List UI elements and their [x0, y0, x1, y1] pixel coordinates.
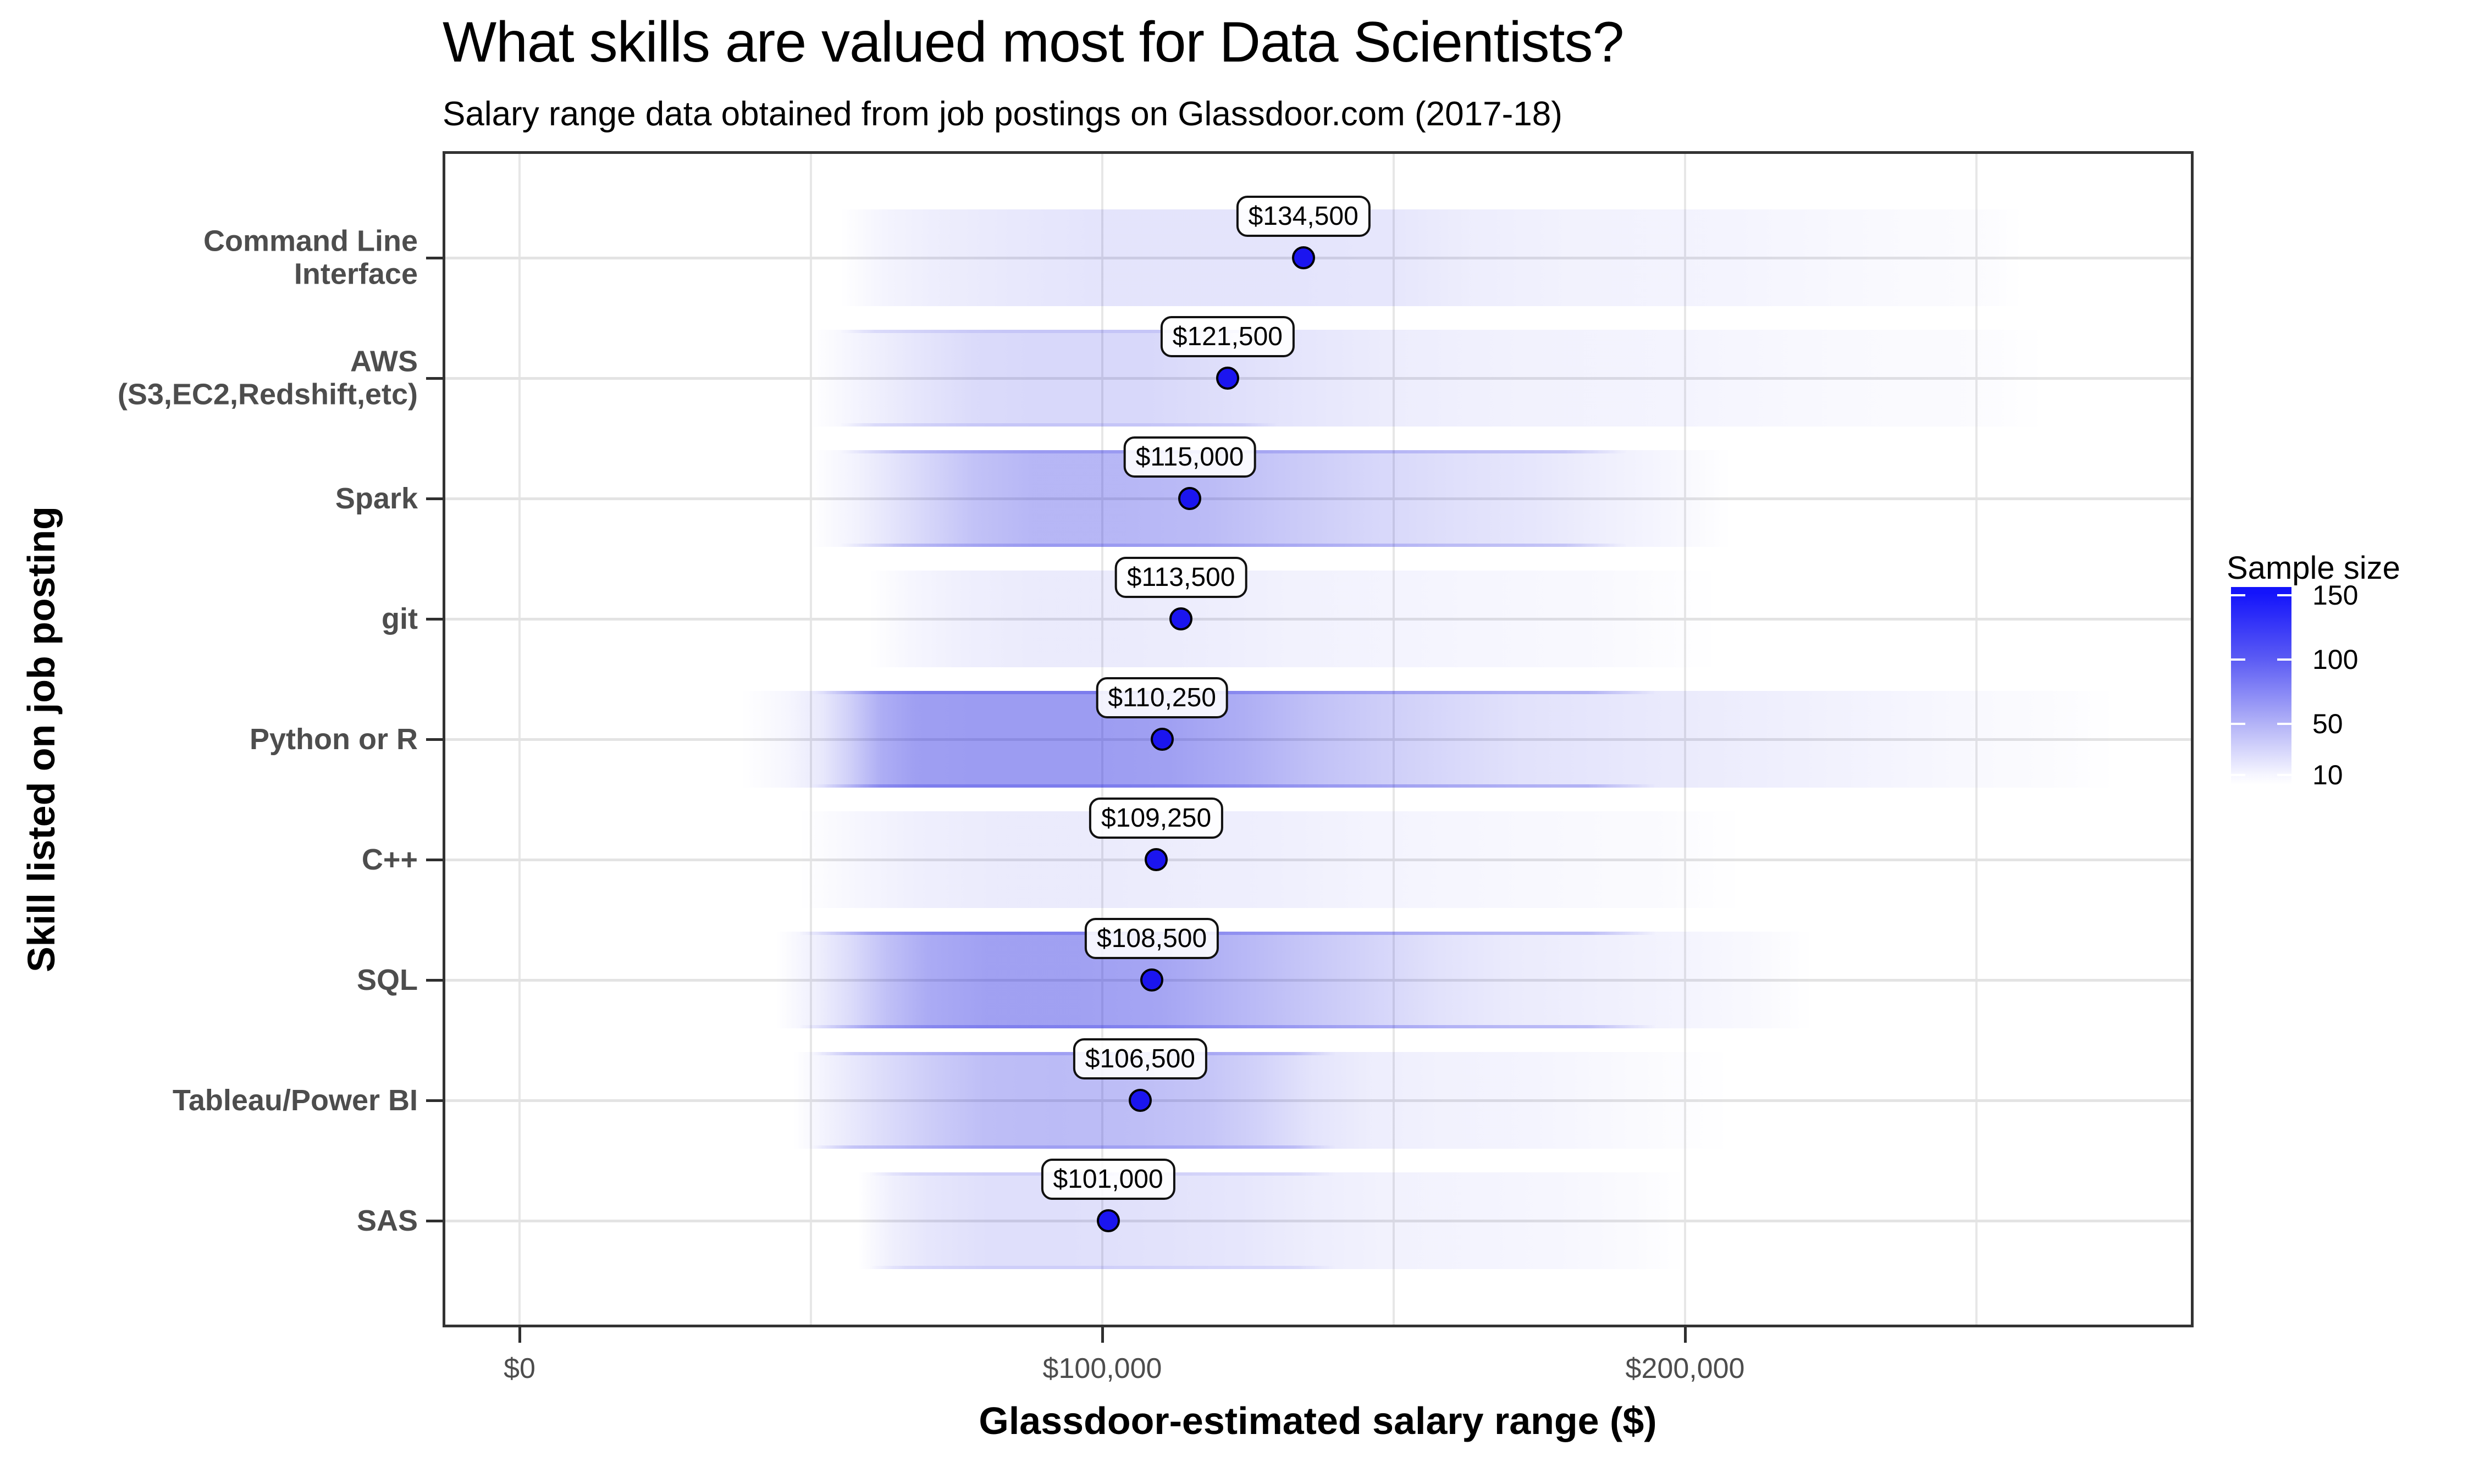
median-point: [1145, 848, 1168, 871]
median-salary-label: $134,500: [1236, 196, 1371, 237]
x-axis-tick-mark: [1101, 1327, 1104, 1343]
density-band: [445, 330, 2191, 427]
legend-tick-mark: [2277, 722, 2291, 725]
legend-tick-label: 10: [2312, 760, 2343, 790]
density-band: [445, 932, 2191, 1028]
median-point: [1216, 367, 1239, 390]
median-salary-label: $101,000: [1041, 1159, 1175, 1200]
gridline-horizontal: [445, 257, 2191, 259]
legend-tick-mark: [2231, 774, 2245, 776]
y-axis-tick-mark: [426, 257, 443, 259]
gridline-horizontal: [445, 1220, 2191, 1222]
gridline-horizontal: [445, 1099, 2191, 1102]
gridline-horizontal: [445, 738, 2191, 741]
median-point: [1169, 607, 1193, 630]
median-salary-label: $113,500: [1114, 557, 1247, 598]
median-salary-label: $108,500: [1084, 918, 1219, 959]
y-axis-tick-mark: [426, 1220, 443, 1222]
y-axis-tick-mark: [426, 859, 443, 861]
y-axis-tick-label: git: [382, 602, 418, 635]
x-axis-tick-label: $200,000: [1625, 1353, 1745, 1385]
y-axis-tick-label: Python or R: [250, 722, 418, 756]
y-axis-tick-label: SAS: [356, 1204, 418, 1237]
density-band: [445, 1052, 2191, 1149]
density-band: [445, 691, 2191, 788]
y-axis-tick-label: SQL: [356, 963, 418, 996]
chart-title: What skills are valued most for Data Sci…: [443, 10, 1624, 74]
legend-tick-label: 150: [2312, 580, 2359, 611]
x-axis-tick-label: $100,000: [1042, 1353, 1162, 1385]
density-band: [445, 450, 2191, 547]
x-axis-tick-mark: [518, 1327, 521, 1343]
plot-panel: $134,500 $121,500 $115,000 $113,500 $110,250…: [443, 151, 2194, 1327]
median-salary-label: $115,000: [1123, 436, 1256, 478]
median-salary-label: $121,500: [1160, 316, 1295, 357]
y-axis-tick-mark: [426, 979, 443, 982]
legend-tick-mark: [2231, 594, 2245, 597]
median-salary-label: $109,250: [1089, 798, 1224, 839]
y-axis-tick-mark: [426, 738, 443, 741]
gridline-horizontal: [445, 497, 2191, 500]
median-point: [1128, 1089, 1152, 1112]
chart-subtitle: Salary range data obtained from job post…: [443, 95, 1562, 133]
gridline-horizontal: [445, 859, 2191, 861]
legend-colorbar: [2231, 587, 2291, 785]
x-axis-tick-label: $0: [504, 1353, 535, 1385]
gridline-horizontal: [445, 377, 2191, 380]
median-point: [1096, 1209, 1120, 1232]
y-axis-tick-label: Spark: [335, 481, 418, 515]
y-axis-tick-label: Tableau/Power BI: [172, 1083, 418, 1117]
density-band: [445, 811, 2191, 908]
legend-tick-mark: [2277, 594, 2291, 597]
legend-tick-label: 100: [2312, 644, 2359, 675]
density-band: [445, 1172, 2191, 1269]
y-axis-tick-mark: [426, 497, 443, 500]
legend-tick-mark: [2277, 658, 2291, 661]
legend-tick-mark: [2231, 658, 2245, 661]
x-axis-title: Glassdoor-estimated salary range ($): [979, 1399, 1657, 1442]
y-axis-tick-label: Command Line Interface: [203, 224, 418, 291]
median-point: [1140, 968, 1164, 992]
y-axis-tick-label: AWS (S3,EC2,Redshift,etc): [117, 345, 418, 411]
y-axis-title: Skill listed on job posting: [20, 506, 63, 972]
gridline-horizontal: [445, 979, 2191, 982]
y-axis-tick-mark: [426, 377, 443, 380]
y-axis-tick-mark: [426, 618, 443, 621]
median-point: [1178, 487, 1201, 510]
median-salary-label: $106,500: [1073, 1038, 1207, 1079]
legend-tick-mark: [2231, 722, 2245, 725]
median-point: [1150, 728, 1174, 751]
density-band-edge: [811, 691, 1656, 788]
gridline-horizontal: [445, 618, 2191, 621]
y-axis-tick-label: C++: [361, 843, 418, 876]
legend-title: Sample size: [2227, 550, 2400, 586]
x-axis-tick-mark: [1684, 1327, 1687, 1343]
median-point: [1291, 246, 1315, 269]
legend-tick-mark: [2277, 774, 2291, 776]
density-band-edge: [799, 932, 1656, 1028]
legend-tick-label: 50: [2312, 708, 2343, 739]
density-band: [445, 571, 2191, 667]
density-band-edge: [840, 330, 1277, 427]
median-salary-label: $110,250: [1096, 677, 1228, 718]
y-axis-tick-mark: [426, 1099, 443, 1102]
